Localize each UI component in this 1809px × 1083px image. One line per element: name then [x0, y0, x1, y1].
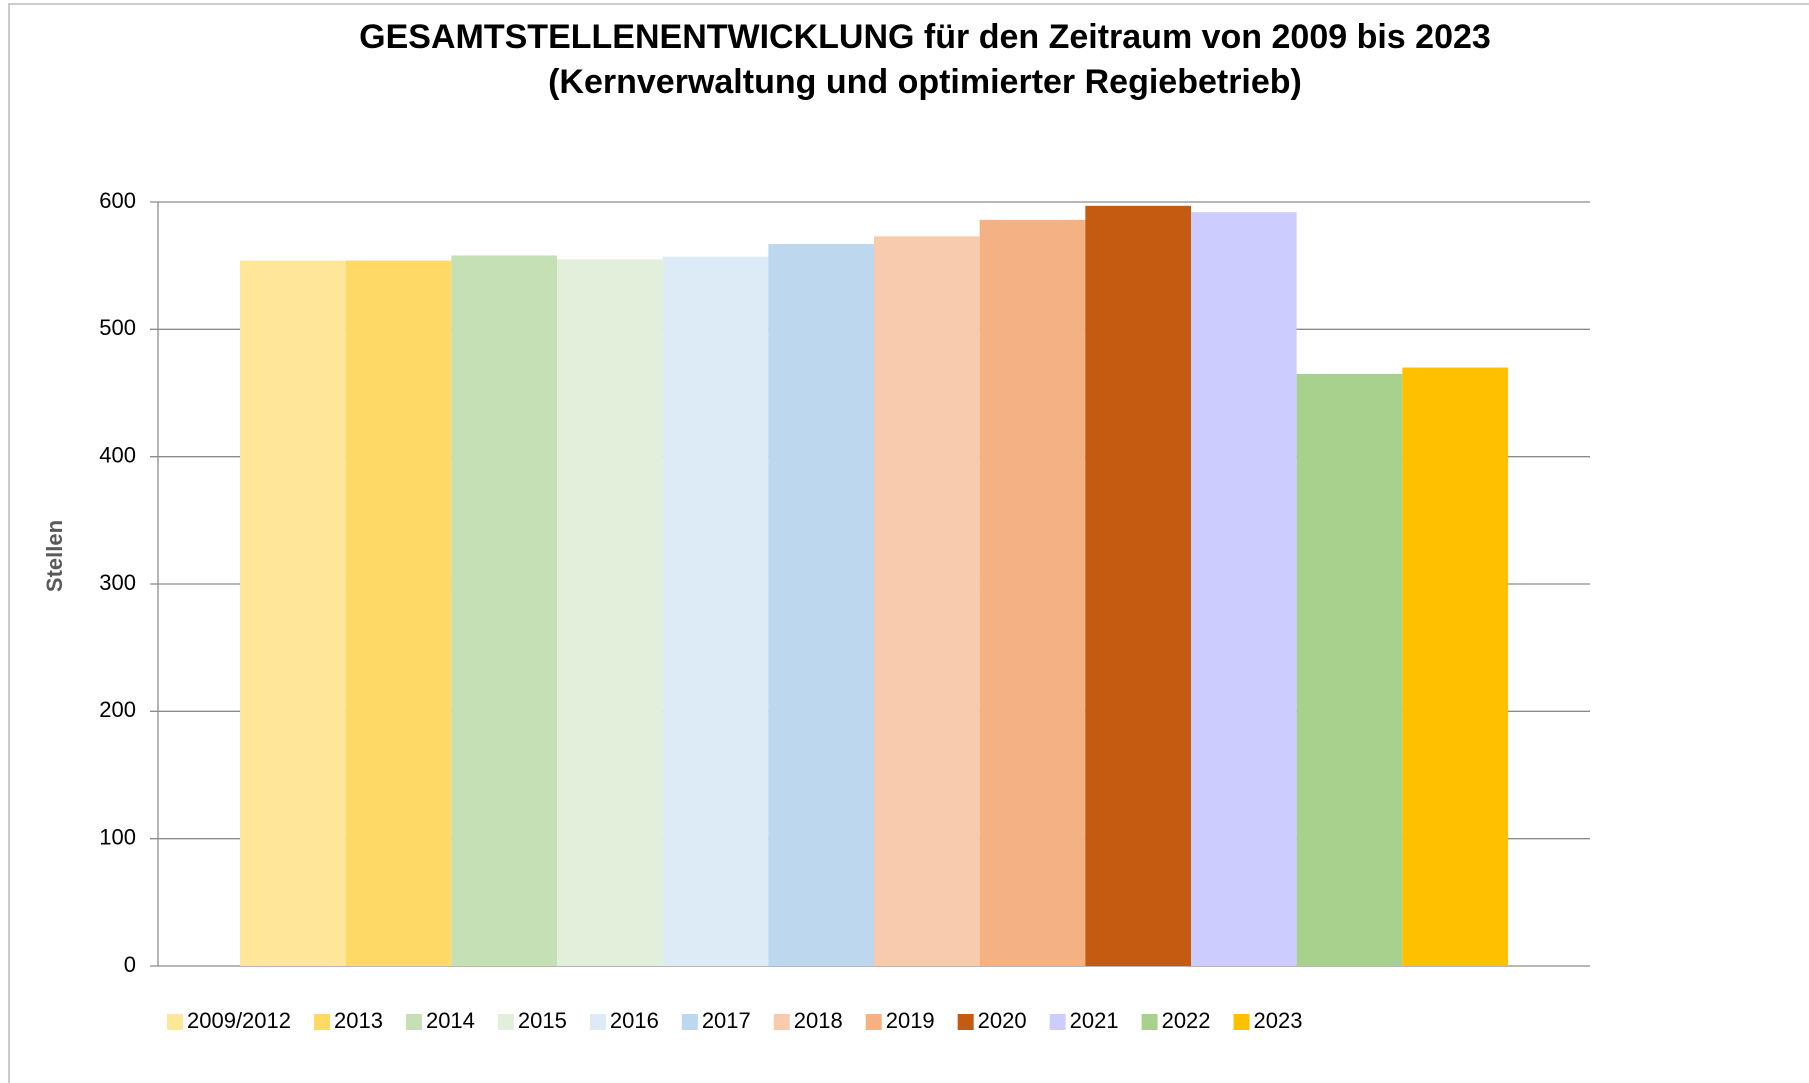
- bar: [1296, 373, 1403, 966]
- legend-label: 2019: [886, 1008, 935, 1033]
- bar: [662, 256, 769, 967]
- legend-swatch: [1049, 1014, 1066, 1030]
- legend-label: 2014: [426, 1008, 475, 1033]
- legend-label: 2015: [518, 1008, 567, 1033]
- chart-title: GESAMTSTELLENENTWICKLUNG für den Zeitrau…: [359, 18, 1491, 56]
- legend-swatch: [314, 1014, 330, 1030]
- bar: [240, 260, 346, 966]
- y-tick-label: 200: [99, 697, 136, 722]
- legend-swatch: [589, 1014, 606, 1030]
- bar: [1402, 367, 1508, 966]
- y-axis-label: Stellen: [42, 520, 67, 592]
- y-tick-label: 0: [124, 952, 136, 977]
- bar: [979, 219, 1086, 966]
- bar: [874, 236, 980, 966]
- legend-label: 2021: [1070, 1008, 1119, 1033]
- legend-label: 2017: [702, 1008, 751, 1033]
- legend-label: 2023: [1254, 1008, 1303, 1033]
- y-tick-label: 600: [99, 188, 136, 213]
- bar: [768, 244, 874, 966]
- legend-label: 2018: [794, 1008, 843, 1033]
- legend-swatch: [957, 1014, 974, 1030]
- bar: [451, 255, 557, 967]
- legend-label: 2020: [978, 1008, 1027, 1033]
- legend-swatch: [773, 1014, 790, 1030]
- y-tick-label: 100: [99, 824, 136, 849]
- legend-label: 2022: [1162, 1008, 1211, 1033]
- y-tick-label: 400: [99, 442, 136, 467]
- chart-subtitle: (Kernverwaltung und optimierter Regiebet…: [548, 63, 1302, 101]
- legend-label: 2009/2012: [187, 1008, 291, 1033]
- bar: [1191, 212, 1297, 967]
- legend-swatch: [497, 1014, 514, 1030]
- legend-swatch: [167, 1014, 183, 1030]
- legend-swatch: [405, 1014, 422, 1030]
- legend-label: 2016: [610, 1008, 659, 1033]
- legend-swatch: [1141, 1014, 1158, 1030]
- bar: [345, 260, 452, 966]
- bar: [1085, 205, 1191, 966]
- chart-frame: [8, 3, 1809, 1083]
- legend-label: 2013: [334, 1008, 383, 1033]
- legend-swatch: [865, 1014, 882, 1030]
- y-tick-label: 300: [99, 570, 136, 595]
- legend-swatch: [681, 1014, 698, 1030]
- bar: [557, 259, 663, 966]
- legend-swatch: [1233, 1014, 1250, 1030]
- y-tick-label: 500: [99, 315, 136, 340]
